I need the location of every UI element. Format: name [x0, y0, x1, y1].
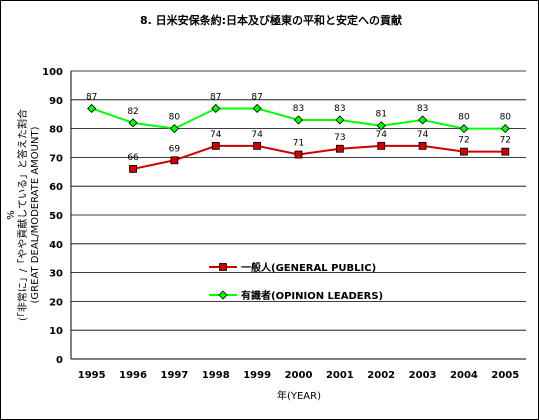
data-point-0-1999	[253, 141, 262, 150]
data-point-0-1996	[129, 165, 137, 173]
x-tick-label-1995: 1995	[78, 370, 106, 381]
data-point-1-2005	[500, 124, 510, 134]
axes	[70, 71, 526, 360]
data-point-0-2003	[418, 141, 427, 150]
data-point-1-1999	[252, 103, 262, 114]
x-axis-ticks: 1995 1996 1997 1998 1999 2000 2001 2002 2003 2004…	[78, 370, 520, 381]
series-line-0	[132, 144, 506, 170]
data-point-1-2004	[459, 124, 469, 134]
x-tick-label-2005: 2005	[491, 370, 519, 381]
data-point-1-1998	[211, 103, 221, 114]
data-label-1-1996: 82	[127, 107, 138, 117]
x-axis-label: 年(YEAR)	[277, 389, 321, 402]
x-tick-label-2004: 2004	[450, 370, 478, 381]
data-label-0-2004: 72	[458, 136, 469, 146]
data-label-0-2005: 72	[500, 136, 511, 146]
y-tick-label-20: 20	[49, 297, 63, 308]
data-point-1-2000	[293, 115, 304, 125]
data-point-0-1997	[170, 156, 179, 165]
x-tick-label-2001: 2001	[326, 370, 354, 381]
y-tick-label-90: 90	[49, 96, 63, 107]
legend-item-general-public: 一般人(GENERAL PUBLIC)	[209, 261, 376, 274]
data-label-1-2005: 80	[500, 113, 512, 123]
x-tick-label-1998: 1998	[202, 370, 230, 381]
series-1: 87 82 80 87 87 83 83 81 83 80 80	[86, 92, 512, 134]
data-label-0-2002: 74	[376, 130, 388, 140]
y-axis-ticks: 0 10 20 30 40 50 60 70 80 90 100	[42, 67, 63, 366]
data-point-0-2000	[294, 150, 303, 159]
data-point-0-2005	[501, 147, 510, 156]
y-tick-label-60: 60	[49, 182, 63, 193]
data-label-0-2001: 73	[334, 133, 345, 143]
data-point-0-2004	[460, 147, 468, 156]
y-tick-label-40: 40	[49, 240, 63, 251]
data-point-1-2001	[335, 115, 345, 125]
data-label-1-1995: 87	[86, 92, 97, 102]
x-tick-label-2003: 2003	[409, 370, 437, 381]
data-label-1-1999: 87	[251, 92, 262, 102]
y-tick-label-50: 50	[49, 211, 63, 222]
data-label-0-1996: 66	[127, 153, 139, 163]
y-axis-label-line-3: (GREAT DEAL/MODERATE AMOUNT)	[30, 126, 41, 303]
y-tick-label-70: 70	[49, 153, 63, 164]
y-tick-label-10: 10	[49, 326, 63, 337]
data-label-0-2003: 74	[417, 130, 429, 140]
y-tick-label-80: 80	[49, 125, 63, 136]
data-point-1-2002	[376, 121, 386, 131]
y-tick-label-0: 0	[56, 355, 63, 366]
y-axis-label: % (「非常に」/「やや貢献している」と答えた割合 (GREAT DEAL/MO…	[6, 109, 41, 321]
data-label-0-1999: 74	[251, 130, 263, 140]
legend-marker-square	[219, 263, 227, 271]
legend: 一般人(GENERAL PUBLIC) 有識者(OPINION LEADERS)	[209, 261, 383, 302]
data-label-1-1997: 80	[169, 113, 181, 123]
legend-label-general-public: 一般人(GENERAL PUBLIC)	[241, 261, 376, 274]
y-tick-label-30: 30	[49, 269, 63, 280]
x-tick-label-1996: 1996	[119, 370, 147, 381]
y-axis-label-line-1: %	[6, 210, 17, 220]
x-tick-label-2000: 2000	[285, 370, 313, 381]
legend-label-opinion-leaders: 有識者(OPINION LEADERS)	[241, 289, 383, 302]
data-point-1-2003	[418, 115, 428, 125]
data-label-1-2000: 83	[293, 104, 304, 114]
data-point-0-2002	[377, 141, 386, 150]
x-tick-label-1997: 1997	[160, 370, 188, 381]
y-tick-label-100: 100	[42, 67, 63, 78]
data-point-0-2001	[335, 144, 344, 153]
y-axis-label-line-2: (「非常に」/「やや貢献している」と答えた割合	[16, 109, 29, 321]
x-tick-label-1999: 1999	[243, 370, 271, 381]
data-label-1-1998: 87	[210, 92, 221, 102]
gridlines	[71, 70, 526, 331]
data-point-0-1998	[211, 141, 220, 150]
data-label-0-1997: 69	[169, 144, 181, 154]
legend-marker-diamond	[218, 290, 228, 300]
data-point-1-1995	[87, 103, 97, 114]
series-0: 66 69 74 74 71 73 74 74 72 72	[127, 130, 511, 173]
legend-item-opinion-leaders: 有識者(OPINION LEADERS)	[209, 289, 383, 302]
data-label-1-2003: 83	[417, 104, 428, 114]
data-label-1-2001: 83	[334, 104, 345, 114]
chart-title: 8. 日米安保条約:日本及び極東の平和と安定への貢献	[140, 13, 402, 27]
data-label-0-1998: 74	[210, 130, 222, 140]
data-point-1-1996	[128, 118, 138, 128]
data-point-1-1997	[169, 124, 179, 134]
data-label-1-2004: 80	[458, 113, 470, 123]
data-label-1-2002: 81	[376, 110, 387, 120]
x-tick-label-2002: 2002	[367, 370, 395, 381]
series-layer: 66 69 74 74 71 73 74 74 72 72 87 82 80 87 87 83 83 81 83 80…	[86, 92, 512, 173]
data-label-0-2000: 71	[293, 139, 304, 149]
